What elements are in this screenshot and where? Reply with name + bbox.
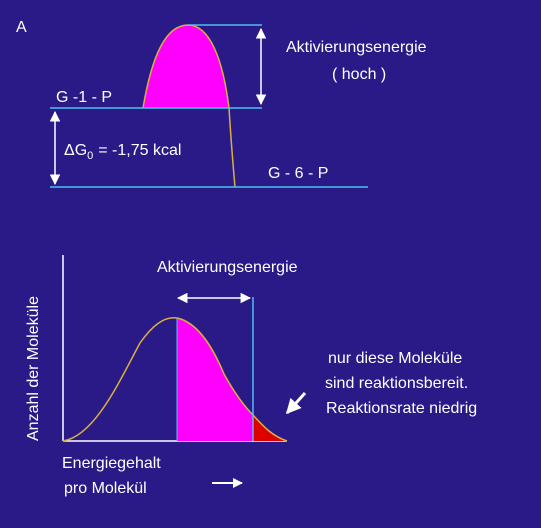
delta-g-label: ΔG0 = -1,75 kcal [64,142,181,162]
y-axis-label: Anzahl der Moleküle [25,296,42,441]
activation-energy-label-bottom: Aktivierungsenergie [157,259,298,276]
reactive-tail-fill [253,415,287,441]
activation-energy-qualifier: ( hoch ) [332,66,386,83]
delta-g-value: = -1,75 kcal [98,142,181,159]
state-g6p-label: G - 6 - P [268,165,328,182]
state-g1p-label: G -1 - P [56,89,112,106]
delta-g-symbol: ΔG [64,142,87,159]
panel-letter: A [16,19,27,36]
delta-g-subscript: 0 [87,150,93,162]
activation-barrier-fill [143,25,229,108]
note-line-1: nur diese Moleküle [328,350,462,367]
pointer-arrow [285,391,307,415]
reactive-fraction-fill [177,318,253,441]
activation-energy-label: Aktivierungsenergie [286,39,427,56]
note-line-3: Reaktionsrate niedrig [326,400,477,417]
note-line-2: sind reaktionsbereit. [325,375,468,392]
x-axis-label-line2: pro Molekül [64,480,147,497]
energy-curve [142,24,236,188]
x-axis-label-line1: Energiegehalt [62,455,161,472]
